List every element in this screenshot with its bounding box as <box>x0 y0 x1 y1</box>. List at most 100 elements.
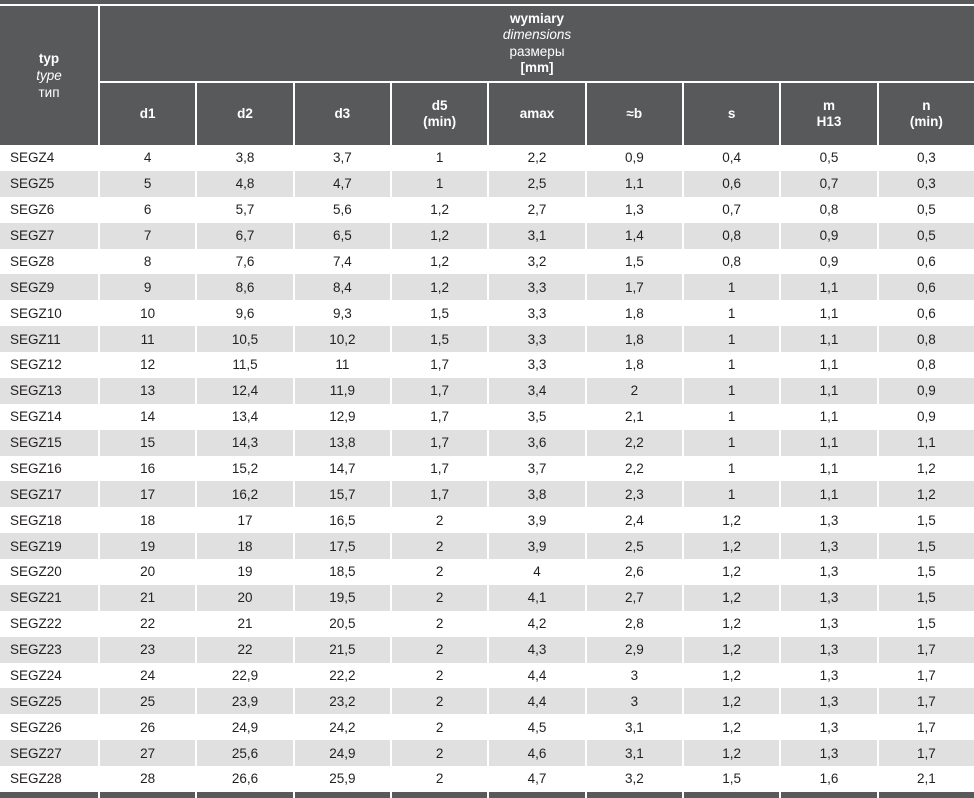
data-cell: 2,9 <box>586 636 682 663</box>
data-cell: 24 <box>100 662 196 689</box>
data-cell: 27 <box>100 740 196 766</box>
table-row: SEGZ24 24 22,9 22,2 2 4,4 3 1,2 1,3 1,7 <box>0 662 974 689</box>
table-row: SEGZ9 9 8,6 8,4 1,2 3,3 1,7 1 1,1 0,6 <box>0 274 974 301</box>
row-type-cell: SEGZ26 <box>0 714 98 741</box>
data-cell: 1,3 <box>781 636 877 663</box>
data-cell: 1,2 <box>684 714 780 741</box>
data-cell: 25,9 <box>294 766 390 792</box>
data-cell: 22,9 <box>197 662 293 689</box>
data-cell: 1,7 <box>392 352 488 378</box>
data-cell: 1,7 <box>392 403 488 430</box>
data-cell: 28 <box>100 766 196 792</box>
data-cell: 1,2 <box>684 584 780 611</box>
data-cell: 24,9 <box>197 714 293 741</box>
data-cell: 24,2 <box>294 714 390 741</box>
data-cell: 1,1 <box>781 403 877 430</box>
data-cell: 1 <box>684 352 780 378</box>
table-row: SEGZ26 26 24,9 24,2 2 4,5 3,1 1,2 1,3 1,7 <box>0 714 974 741</box>
group-header-dimensions-mm: wymiary dimensions размеры [mm] <box>100 6 974 81</box>
data-cell: 2,7 <box>489 196 585 223</box>
data-cell: 2 <box>392 740 488 766</box>
row-type-cell: SEGZ5 <box>0 170 98 197</box>
data-cell: 1,5 <box>878 533 974 559</box>
data-cell: 0,6 <box>878 300 974 327</box>
row-type-cell: SEGZ24 <box>0 662 98 689</box>
data-cell: 4,2 <box>489 610 585 637</box>
data-cell: 0,9 <box>878 403 974 430</box>
data-cell: 2 <box>392 584 488 611</box>
data-cell: 4,4 <box>489 688 585 715</box>
data-cell: 4,6 <box>489 740 585 766</box>
row-type-cell: SEGZ6 <box>0 196 98 223</box>
data-cell: 3,3 <box>489 300 585 327</box>
data-cell: 0,3 <box>878 170 974 197</box>
data-cell: 2,1 <box>878 766 974 792</box>
row-type-cell: SEGZ21 <box>0 584 98 611</box>
table-row: SEGZ22 22 21 20,5 2 4,2 2,8 1,2 1,3 1,5 <box>0 610 974 637</box>
bottom-strip-segment <box>781 792 877 798</box>
table-row: SEGZ17 17 16,2 15,7 1,7 3,8 2,3 1 1,1 1,2 <box>0 481 974 508</box>
data-cell: 16 <box>100 455 196 482</box>
data-cell: 1,1 <box>781 481 877 508</box>
data-cell: 23,2 <box>294 688 390 715</box>
data-cell: 19,5 <box>294 584 390 611</box>
data-cell: 0,8 <box>878 326 974 352</box>
data-cell: 13 <box>100 377 196 404</box>
data-cell: 3 <box>586 688 682 715</box>
data-cell: 2 <box>392 610 488 637</box>
data-cell: 11,9 <box>294 377 390 404</box>
data-cell: 15,2 <box>197 455 293 482</box>
data-cell: 4 <box>100 145 196 171</box>
data-cell: 3,3 <box>489 352 585 378</box>
data-cell: 1,5 <box>392 326 488 352</box>
data-cell: 1,1 <box>878 429 974 456</box>
data-cell: 1,5 <box>392 300 488 327</box>
table-row: SEGZ20 20 19 18,5 2 4 2,6 1,2 1,3 1,5 <box>0 559 974 585</box>
data-cell: 2,7 <box>586 584 682 611</box>
data-cell: 1,7 <box>878 688 974 715</box>
data-cell: 5,6 <box>294 196 390 223</box>
bottom-strip-segment <box>197 792 293 798</box>
table-row: SEGZ23 23 22 21,5 2 4,3 2,9 1,2 1,3 1,7 <box>0 636 974 663</box>
data-cell: 1,1 <box>586 170 682 197</box>
data-cell: 2 <box>392 533 488 559</box>
data-cell: 8,6 <box>197 274 293 301</box>
data-cell: 0,9 <box>586 145 682 171</box>
data-cell: 8 <box>100 248 196 275</box>
data-cell: 19 <box>100 533 196 559</box>
column-header: s <box>684 83 780 145</box>
data-cell: 4,7 <box>294 170 390 197</box>
data-cell: 7,4 <box>294 248 390 275</box>
column-header-line: (min) <box>423 114 457 129</box>
data-cell: 0,5 <box>878 196 974 223</box>
data-cell: 5 <box>100 170 196 197</box>
data-cell: 18 <box>100 507 196 534</box>
data-cell: 10,2 <box>294 326 390 352</box>
data-cell: 17 <box>197 507 293 534</box>
data-cell: 6,5 <box>294 222 390 249</box>
data-cell: 3,2 <box>586 766 682 792</box>
data-cell: 1,2 <box>684 688 780 715</box>
data-cell: 3,9 <box>489 507 585 534</box>
table-row: SEGZ21 21 20 19,5 2 4,1 2,7 1,2 1,3 1,5 <box>0 584 974 611</box>
data-cell: 4 <box>489 559 585 585</box>
corner-header-typ-type: typ type тип <box>0 6 98 145</box>
data-cell: 1,3 <box>586 196 682 223</box>
data-cell: 7 <box>100 222 196 249</box>
data-cell: 1,2 <box>684 559 780 585</box>
bottom-strip-segment <box>392 792 488 798</box>
table-row: SEGZ15 15 14,3 13,8 1,7 3,6 2,2 1 1,1 1,1 <box>0 429 974 456</box>
data-cell: 0,9 <box>781 248 877 275</box>
table-row: SEGZ28 28 26,6 25,9 2 4,7 3,2 1,5 1,6 2,1 <box>0 766 974 792</box>
data-cell: 1,7 <box>878 636 974 663</box>
data-cell: 1,3 <box>781 688 877 715</box>
data-cell: 1,1 <box>781 377 877 404</box>
data-cell: 3,3 <box>489 326 585 352</box>
data-cell: 4,4 <box>489 662 585 689</box>
data-cell: 19 <box>197 559 293 585</box>
data-cell: 0,8 <box>878 352 974 378</box>
data-cell: 13,8 <box>294 429 390 456</box>
column-header: d1 <box>100 83 196 145</box>
data-cell: 1,2 <box>878 455 974 482</box>
